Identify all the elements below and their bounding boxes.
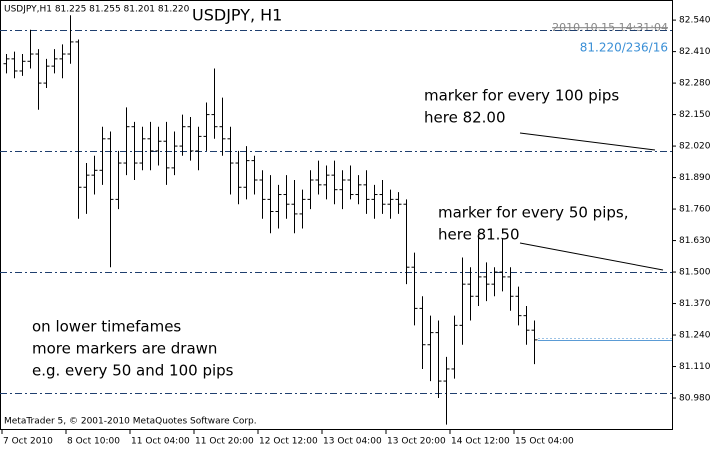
x-tick-label: 14 Oct 12:00 — [451, 437, 510, 447]
y-tick-label: 81.500 — [679, 268, 711, 278]
y-tick-label: 82.020 — [679, 142, 711, 152]
annotation-arrow — [519, 242, 664, 271]
header: USDJPY,H1 81.225 81.255 81.201 81.220 — [4, 5, 190, 15]
y-tick-label: 82.540 — [679, 16, 711, 26]
y-tick-label: 81.240 — [679, 331, 711, 341]
x-tick-label: 15 Oct 04:00 — [515, 437, 574, 447]
annotation-arrow — [519, 132, 656, 151]
annotation: more markers are drawn — [32, 340, 217, 358]
y-tick-label: 81.630 — [679, 236, 711, 246]
x-tick-label: 12 Oct 12:00 — [259, 437, 318, 447]
y-tick-label: 81.110 — [679, 362, 711, 372]
y-tick-label: 82.410 — [679, 47, 711, 57]
annotation: here 82.00 — [424, 109, 506, 127]
x-tick-label: 13 Oct 04:00 — [323, 437, 382, 447]
copyright: MetaTrader 5, © 2001-2010 MetaQuotes Sof… — [4, 417, 257, 427]
x-tick-label: 13 Oct 20:00 — [387, 437, 446, 447]
plot-frame — [0, 0, 673, 430]
annotation: e.g. every 50 and 100 pips — [32, 362, 234, 380]
server-time: 2010.10.15 14:31:04 — [552, 21, 668, 34]
quote-info: 81.220/236/16 — [580, 41, 668, 55]
x-tick-label: 8 Oct 10:00 — [67, 437, 120, 447]
chart-title: USDJPY, H1 — [192, 6, 282, 25]
annotation: marker for every 100 pips — [424, 87, 619, 105]
y-tick-label: 81.370 — [679, 299, 711, 309]
y-tick-label: 81.890 — [679, 173, 711, 183]
y-tick-label: 81.760 — [679, 205, 711, 215]
y-tick-label: 82.280 — [679, 79, 711, 89]
y-tick-label: 80.980 — [679, 394, 711, 404]
annotation: on lower timefames — [32, 318, 181, 336]
x-tick-label: 11 Oct 04:00 — [131, 437, 190, 447]
x-tick-label: 11 Oct 20:00 — [195, 437, 254, 447]
x-tick-label: 7 Oct 2010 — [3, 437, 53, 447]
y-tick-label: 82.150 — [679, 110, 711, 120]
annotation: marker for every 50 pips, — [438, 204, 628, 222]
